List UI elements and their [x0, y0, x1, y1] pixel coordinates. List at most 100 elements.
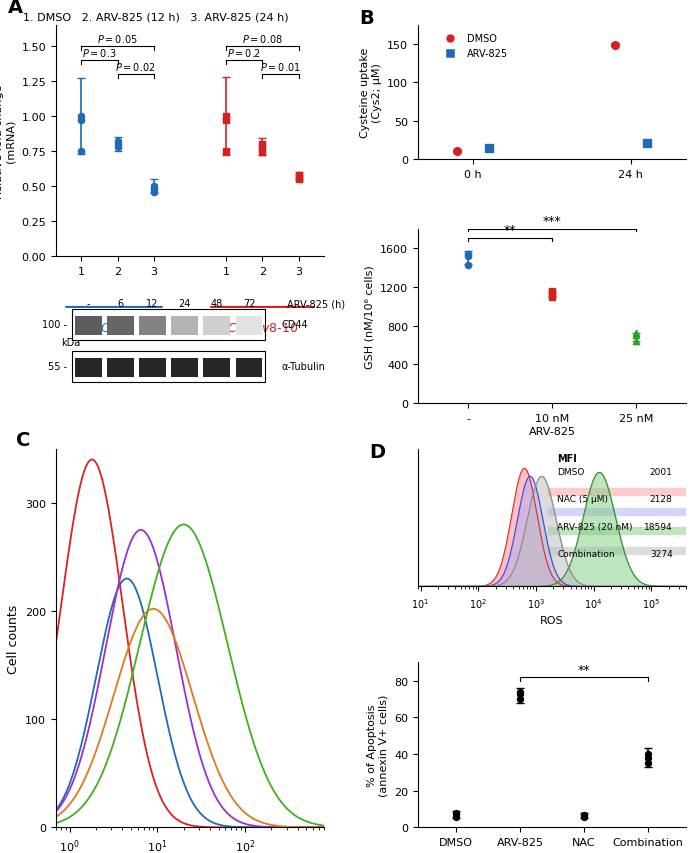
Point [463, 259, 474, 273]
Point [148, 180, 160, 194]
Y-axis label: % of Apoptosis
(annexin V+ cells): % of Apoptosis (annexin V+ cells) [367, 693, 389, 796]
Text: $P = 0.02$: $P = 0.02$ [116, 61, 156, 73]
Text: $P = 0.01$: $P = 0.01$ [260, 61, 301, 73]
Point [641, 137, 652, 151]
Point [112, 141, 123, 154]
Point [463, 247, 474, 261]
Point [148, 185, 160, 199]
FancyBboxPatch shape [204, 316, 230, 335]
Point [451, 807, 462, 821]
Text: 48: 48 [211, 299, 223, 309]
Point [483, 142, 494, 156]
Point [547, 285, 558, 299]
Point [220, 145, 232, 159]
Point [514, 688, 526, 701]
Point [578, 810, 589, 824]
Point [514, 685, 526, 699]
Text: ***: *** [542, 214, 561, 228]
FancyBboxPatch shape [236, 316, 262, 335]
Point [220, 114, 232, 128]
Point [514, 693, 526, 706]
FancyBboxPatch shape [107, 316, 134, 335]
Point [148, 183, 160, 196]
Text: $P = 0.05$: $P = 0.05$ [97, 33, 138, 45]
Point [630, 329, 641, 343]
Text: MFI: MFI [557, 453, 577, 463]
Legend: DMSO, ARV-825: DMSO, ARV-825 [436, 31, 512, 63]
Text: α-Tubulin: α-Tubulin [281, 362, 325, 372]
Point [610, 39, 621, 53]
Text: CD44: CD44 [281, 320, 308, 330]
Point [257, 146, 268, 160]
Text: 24: 24 [178, 299, 191, 309]
Point [293, 169, 304, 183]
Text: 1. DMSO   2. ARV-825 (12 h)   3. ARV-825 (24 h): 1. DMSO 2. ARV-825 (12 h) 3. ARV-825 (24… [16, 12, 288, 22]
FancyBboxPatch shape [204, 358, 230, 378]
Text: ARV-825 (20 nM): ARV-825 (20 nM) [557, 522, 633, 531]
Point [112, 135, 123, 148]
Point [112, 138, 123, 152]
Text: 18594: 18594 [644, 522, 673, 531]
Y-axis label: Cell counts: Cell counts [6, 604, 20, 673]
Text: -: - [86, 299, 90, 309]
Text: NAC (5 μM): NAC (5 μM) [557, 495, 608, 503]
Point [630, 335, 641, 349]
Point [578, 809, 589, 822]
Y-axis label: Cysteine uptake
(Cys2; μM): Cysteine uptake (Cys2; μM) [360, 48, 382, 138]
X-axis label: ARV-825: ARV-825 [528, 426, 575, 436]
Point [76, 145, 87, 159]
FancyBboxPatch shape [172, 358, 198, 378]
Text: 2001: 2001 [650, 467, 673, 476]
FancyBboxPatch shape [236, 358, 262, 378]
FancyBboxPatch shape [75, 358, 101, 378]
Text: ARV-825 (h): ARV-825 (h) [286, 299, 344, 309]
Point [451, 806, 462, 820]
Text: C: C [16, 430, 30, 450]
Text: 55 -: 55 - [48, 362, 66, 372]
Text: $\it{CD44}$: $\it{CD44}$ [100, 322, 135, 334]
Point [293, 171, 304, 185]
Text: Combination: Combination [557, 549, 615, 559]
Text: $P = 0.3$: $P = 0.3$ [82, 47, 117, 59]
Point [451, 810, 462, 824]
Point [76, 114, 87, 128]
Point [76, 110, 87, 124]
Point [642, 747, 653, 761]
Text: $P = 0.08$: $P = 0.08$ [242, 33, 283, 45]
Point [452, 145, 463, 159]
Text: 12: 12 [146, 299, 159, 309]
Point [547, 290, 558, 304]
Text: 6: 6 [118, 299, 123, 309]
Text: kDa: kDa [62, 338, 80, 348]
Text: 3274: 3274 [650, 549, 673, 559]
Point [257, 138, 268, 152]
Point [642, 757, 653, 770]
Text: 2128: 2128 [650, 495, 673, 503]
Text: $\it{CD44v8}$-$\it{10}$: $\it{CD44v8}$-$\it{10}$ [227, 322, 298, 334]
Text: 72: 72 [243, 299, 256, 309]
FancyBboxPatch shape [139, 358, 166, 378]
Point [463, 250, 474, 264]
Point [293, 173, 304, 187]
Point [630, 328, 641, 341]
Point [642, 751, 653, 764]
Point [578, 808, 589, 821]
Text: **: ** [578, 663, 590, 676]
Point [220, 110, 232, 124]
Text: B: B [359, 9, 374, 28]
Text: 100 -: 100 - [42, 320, 66, 330]
Text: DMSO: DMSO [557, 467, 584, 476]
FancyBboxPatch shape [172, 316, 198, 335]
Point [257, 141, 268, 154]
FancyBboxPatch shape [139, 316, 166, 335]
Text: $P = 0.2$: $P = 0.2$ [228, 47, 261, 59]
Text: D: D [370, 443, 386, 461]
FancyBboxPatch shape [107, 358, 134, 378]
Y-axis label: Relative fold change
(mRNA): Relative fold change (mRNA) [0, 84, 16, 198]
Text: **: ** [504, 224, 517, 237]
Y-axis label: GSH (nM/10⁶ cells): GSH (nM/10⁶ cells) [365, 264, 374, 368]
Text: A: A [8, 0, 23, 17]
FancyBboxPatch shape [75, 316, 101, 335]
Point [547, 287, 558, 301]
X-axis label: ROS: ROS [540, 616, 564, 626]
